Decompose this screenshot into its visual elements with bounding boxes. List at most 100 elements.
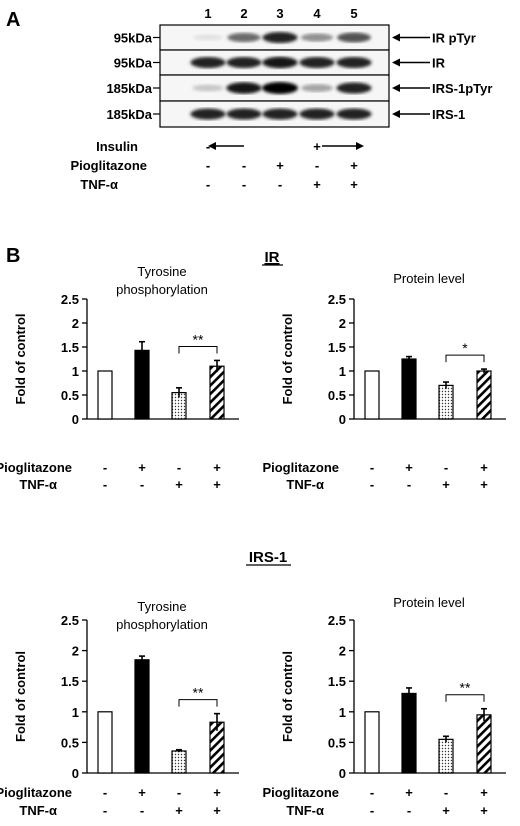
y-axis-label: Fold of control: [13, 314, 28, 405]
y-tick-label: 1: [72, 705, 79, 720]
bar: [97, 711, 113, 774]
treatment-mark: -: [103, 785, 107, 800]
lane-number: 2: [240, 6, 247, 21]
y-axis-label: Fold of control: [280, 314, 295, 405]
y-tick-label: 2: [339, 316, 346, 331]
bar: [476, 714, 492, 774]
condition-mark: +: [276, 158, 284, 173]
y-tick-label: 2: [72, 644, 79, 659]
condition-label: TNF-α: [80, 177, 118, 192]
molecular-weight-label: 95kDa: [114, 56, 153, 71]
blot-band: [336, 108, 372, 120]
y-tick-label: 0: [339, 412, 346, 427]
condition-label: Insulin: [96, 139, 138, 154]
significance-bracket: [178, 699, 218, 707]
bar: [209, 365, 225, 420]
treatment-mark: -: [444, 785, 448, 800]
treatment-mark: +: [480, 477, 488, 492]
blot-band: [300, 33, 334, 42]
condition-mark: -: [206, 177, 210, 192]
blot-label: IRS-1: [432, 107, 465, 122]
bar: [401, 358, 417, 420]
treatment-mark: +: [213, 477, 221, 492]
bar: [438, 738, 454, 774]
blot-band: [336, 82, 372, 94]
condition-mark: +: [313, 177, 321, 192]
significance-bracket: [445, 354, 485, 363]
y-tick-label: 2.5: [328, 292, 346, 307]
condition-label: Pioglitazone: [70, 158, 147, 173]
treatment-row-label: Pioglitazone: [262, 785, 339, 800]
treatment-mark: +: [442, 477, 450, 492]
significance-label: **: [460, 680, 471, 696]
treatment-row-label: TNF-α: [19, 477, 57, 492]
y-tick-label: 0: [72, 412, 79, 427]
significance-label: **: [193, 331, 204, 347]
significance-label: *: [462, 340, 468, 356]
treatment-mark: +: [480, 460, 488, 475]
condition-mark: +: [350, 177, 358, 192]
lane-number: 1: [204, 6, 211, 21]
blot-band: [301, 84, 333, 92]
chart-title-line: phosphorylation: [116, 282, 208, 297]
y-tick-label: 0: [72, 766, 79, 781]
y-tick-label: 0.5: [61, 388, 79, 403]
y-tick-label: 1.5: [328, 340, 346, 355]
treatment-mark: -: [407, 803, 411, 818]
y-tick-label: 2.5: [328, 613, 346, 628]
molecular-weight-label: 185kDa: [106, 107, 152, 122]
lane-number: 4: [313, 6, 321, 21]
bar: [438, 384, 454, 420]
arrow-head-icon: [392, 110, 400, 118]
panel-b-letter: B: [6, 245, 20, 267]
treatment-mark: -: [140, 803, 144, 818]
group-title-ir: IR: [265, 249, 280, 266]
treatment-mark: +: [480, 785, 488, 800]
treatment-mark: +: [442, 803, 450, 818]
blot-label: IRS-1pTyr: [432, 81, 492, 96]
chart-title: Protein level: [393, 595, 465, 610]
blot-band: [227, 32, 261, 43]
y-tick-label: 2.5: [61, 292, 79, 307]
treatment-mark: +: [213, 460, 221, 475]
y-tick-label: 1: [339, 705, 346, 720]
chart-title-line: Tyrosine: [137, 599, 186, 614]
y-tick-label: 1: [72, 364, 79, 379]
treatment-row-label: TNF-α: [19, 803, 57, 818]
blot-band: [262, 108, 298, 120]
treatment-mark: +: [480, 803, 488, 818]
condition-mark: +: [350, 158, 358, 173]
y-tick-label: 0.5: [61, 735, 79, 750]
blot-band: [226, 82, 262, 94]
blot-band: [262, 82, 298, 94]
treatment-mark: -: [370, 803, 374, 818]
y-tick-label: 2: [72, 316, 79, 331]
chart-title: Protein level: [393, 271, 465, 286]
treatment-mark: -: [407, 477, 411, 492]
bar: [97, 370, 113, 420]
y-axis-label: Fold of control: [13, 651, 28, 742]
treatment-row-label: Pioglitazone: [0, 785, 72, 800]
treatment-mark: -: [177, 460, 181, 475]
western-blots: 95kDa IR pTyr 95kDa IR 185kDa IRS-1pTyr 185kDa…: [106, 24, 492, 128]
y-tick-label: 1: [339, 364, 346, 379]
blot-label: IR pTyr: [432, 31, 476, 46]
arrow-left-icon: [208, 142, 216, 150]
blot-band: [226, 56, 262, 69]
y-tick-label: 2: [339, 644, 346, 659]
blot-band: [190, 108, 226, 120]
y-axis-label: Fold of control: [280, 651, 295, 742]
molecular-weight-label: 185kDa: [106, 81, 152, 96]
bar-chart: Tyrosine phosphorylation Fold of control 0 0…: [0, 264, 239, 492]
bar: [171, 750, 187, 774]
condition-mark: -: [206, 139, 210, 154]
treatment-conditions: Insulin -←+→Pioglitazone - - + - +TNF-α - - - + +: [70, 139, 364, 192]
condition-mark: -: [242, 177, 246, 192]
bar-chart: Protein level Fold of control 0 0.5 1 1.5 2 2.5…: [262, 271, 506, 492]
significance-bracket: [445, 694, 485, 702]
treatment-mark: +: [213, 785, 221, 800]
y-tick-label: 0.5: [328, 388, 346, 403]
arrow-right-icon: [356, 142, 364, 150]
treatment-row-label: TNF-α: [286, 477, 324, 492]
